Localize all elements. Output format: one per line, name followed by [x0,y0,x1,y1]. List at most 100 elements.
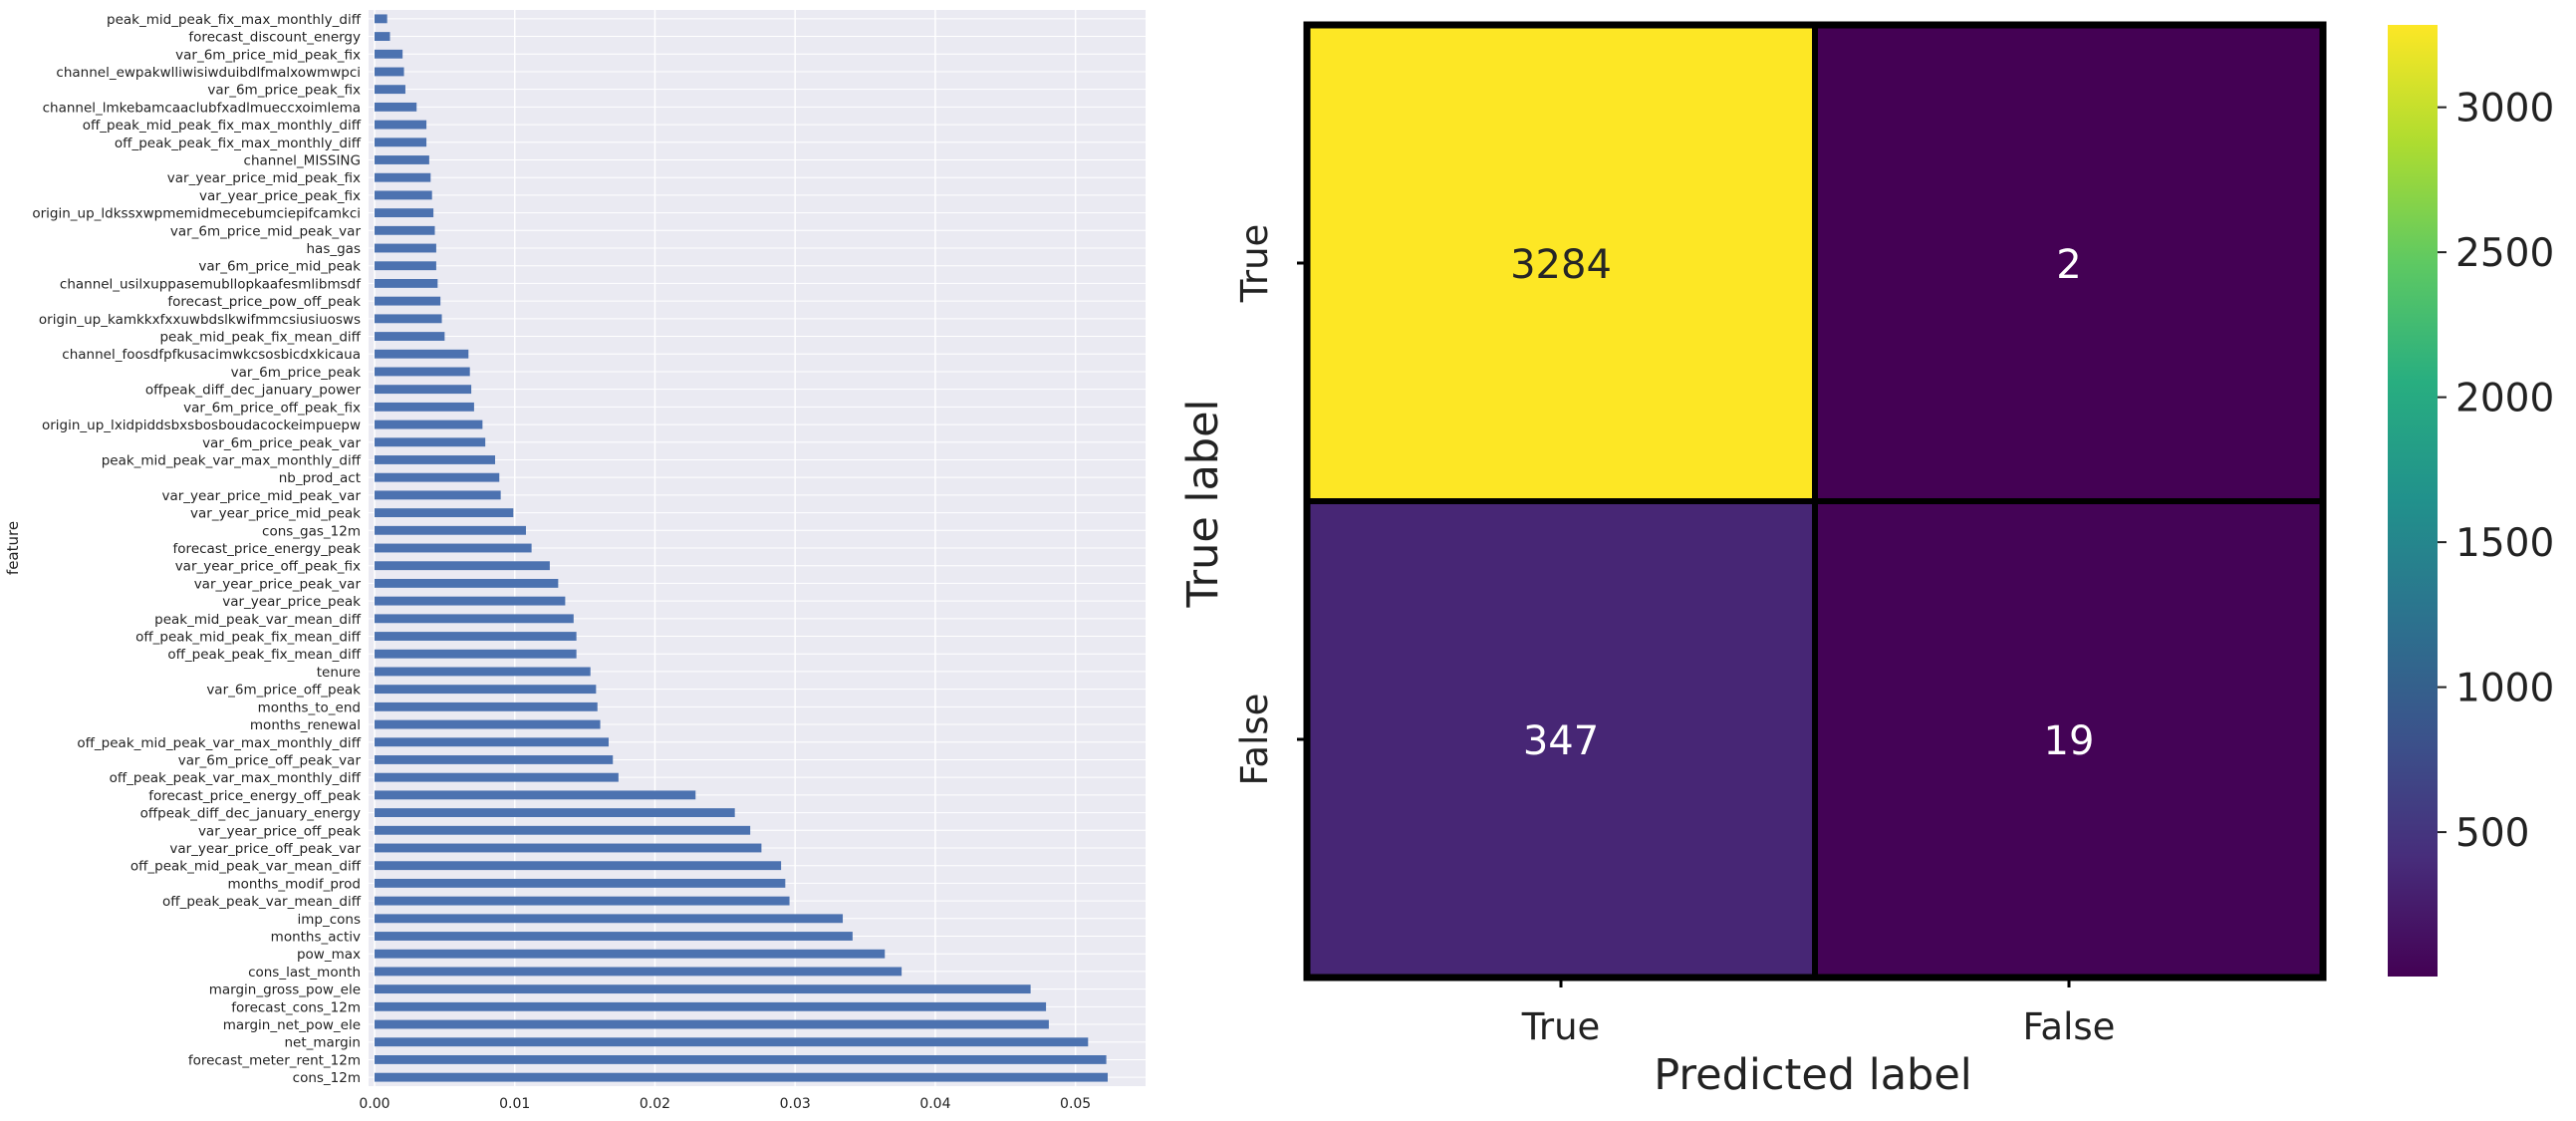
bar [375,490,501,500]
y-tick-label: var_6m_price_off_peak_var [178,752,362,768]
bar [375,420,483,429]
bar [375,243,436,253]
y-tick-label: var_6m_price_mid_peak_fix [175,47,361,63]
y-tick-label: channel_foosdfpfkusacimwkcsosbicdxkicaua [62,347,361,363]
y-tick-label: var_6m_price_off_peak [206,683,361,699]
y-tick-label: off_peak_mid_peak_fix_max_monthly_diff [83,118,362,134]
x-tick-label: False [2023,1005,2116,1048]
y-tick-label: peak_mid_peak_var_mean_diff [154,612,362,628]
y-tick-label: forecast_price_energy_off_peak [148,788,361,804]
y-tick-label: origin_up_ldkssxwpmemidmecebumciepifcamk… [32,206,361,222]
bar [375,190,432,200]
bar [375,967,902,977]
matrix-cell [1812,22,2326,504]
bar [375,896,790,906]
y-tick-label: peak_mid_peak_fix_max_monthly_diff [107,12,362,28]
matrix-border [1303,21,2327,981]
y-tick-label: off_peak_peak_var_mean_diff [162,894,362,910]
y-tick-label: imp_cons [298,912,362,928]
y-tick-label: net_margin [284,1035,361,1051]
bar [375,649,577,659]
bar [375,472,500,482]
bar [375,949,886,959]
bar [375,667,591,677]
feature-importance-chart: peak_mid_peak_fix_max_monthly_diffforeca… [4,10,1146,1112]
bar [375,543,532,553]
bar [375,314,442,324]
cell-value: 3284 [1510,242,1612,288]
bar [375,279,438,288]
y-tick-label: var_year_price_mid_peak_fix [167,170,361,186]
bar [375,138,427,147]
cell-value: 19 [2044,718,2095,764]
confusion-matrix-chart: 3284 2 347 19 True False True False Predicted … [1178,21,2554,1100]
y-tick-label: var_year_price_peak [222,594,361,610]
bar [375,332,445,341]
y-tick-label: True [1233,224,1276,304]
bar [375,402,474,412]
cell-value-labels: 3284 2 347 19 [1510,242,2094,764]
y-tick-label: months_to_end [258,700,361,715]
bar [375,85,405,95]
bar [375,14,387,24]
cell-value: 2 [2056,242,2081,288]
y-tick-label: var_year_price_off_peak_fix [175,559,361,575]
y-tick-label: var_6m_price_mid_peak_var [170,223,362,239]
bar [375,701,598,711]
y-tick-label: var_6m_price_peak_fix [207,83,361,99]
bar [375,790,696,800]
bar [375,385,472,395]
colorbar: 500 1000 1500 2000 2500 3000 [2388,25,2554,977]
y-tick-label: False [1233,694,1276,786]
bar [375,861,782,871]
y-tick-label: months_modif_prod [228,876,361,892]
bar [375,914,844,924]
colorbar-ticks: 500 1000 1500 2000 2500 3000 [2438,87,2554,856]
y-tick-label: var_6m_price_peak_var [202,435,361,451]
bar [375,525,526,535]
bar [375,1037,1089,1047]
bar [375,1001,1047,1011]
bar [375,225,435,235]
y-tick-label: months_activ [271,930,361,946]
matrix-cell [1812,498,2326,981]
bar [375,737,610,747]
y-tick-label: off_peak_peak_fix_mean_diff [167,647,361,663]
y-tick-label: origin_up_lxidpiddsbxsbosboudacockeimpue… [42,418,361,433]
bar [375,296,441,306]
bar [375,155,429,164]
bar [375,261,436,271]
y-tick-label: forecast_cons_12m [231,999,361,1015]
bar [375,1072,1109,1082]
y-tick-label: off_peak_mid_peak_var_max_monthly_diff [77,735,361,751]
y-tick-label: forecast_meter_rent_12m [188,1052,361,1068]
y-tick-label: forecast_price_pow_off_peak [167,294,361,310]
y-tick-label: has_gas [307,241,362,257]
y-tick-label: var_6m_price_peak [231,365,362,381]
bar [375,349,469,359]
y-tick-label: cons_gas_12m [262,523,361,539]
y-tick-label: off_peak_peak_fix_max_monthly_diff [115,136,362,151]
bar [375,755,614,764]
matrix-cells [1303,21,2327,981]
bar [375,825,751,835]
bar [375,102,417,112]
y-tick-label: channel_ewpakwlliwisiwduibdlfmalxowmwpci [56,65,361,81]
y-tick-label: margin_net_pow_ele [223,1017,361,1033]
bars [375,14,1109,1082]
y-tick-label: tenure [317,665,361,681]
x-tick-label: 0.05 [1060,1096,1091,1112]
bar [375,878,786,888]
x-tick-labels: 0.00 0.01 0.02 0.03 0.04 0.05 [359,1096,1091,1112]
x-tick-label: True [1521,1005,1601,1048]
bar [375,455,496,464]
x-tick-label: 0.04 [919,1096,950,1112]
bar [375,578,559,588]
y-tick-label: channel_usilxuppasemubllopkaafesmlibmsdf [60,276,362,292]
y-tick-label: off_peak_mid_peak_fix_mean_diff [135,630,362,646]
colorbar-gradient [2388,25,2438,977]
bar [375,120,427,130]
bar [375,208,434,218]
y-tick-label: var_year_price_peak_var [194,576,362,592]
bar [375,437,486,447]
